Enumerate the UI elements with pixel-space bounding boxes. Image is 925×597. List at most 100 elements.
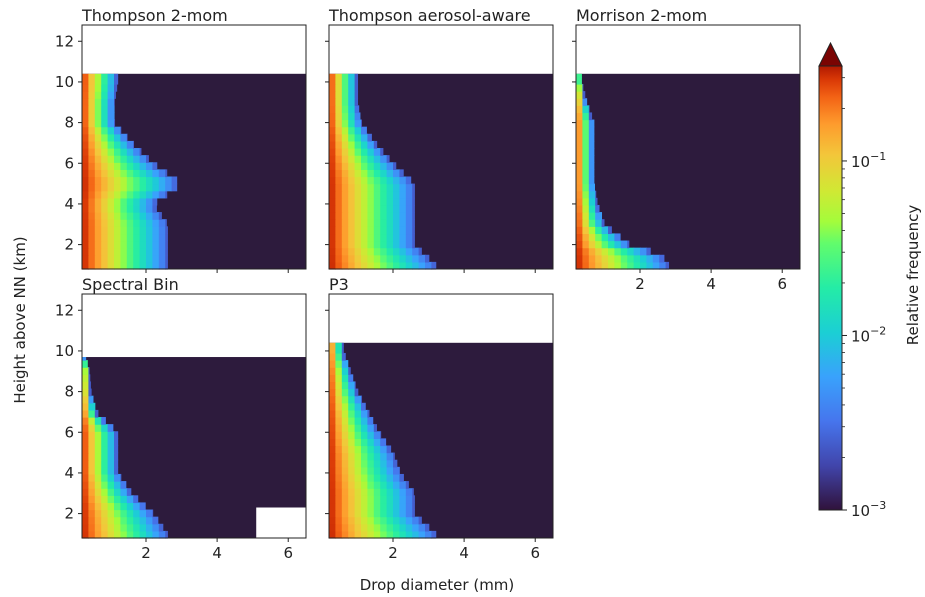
heat-cell: [335, 204, 343, 213]
heat-cell: [82, 381, 89, 390]
heat-cell: [399, 226, 407, 235]
heat-cell: [94, 530, 102, 539]
heat-cell: [88, 516, 96, 525]
heat-cell: [595, 204, 600, 213]
heat-cell: [405, 212, 413, 220]
heat-cell: [399, 212, 407, 220]
heat-cell: [633, 247, 641, 256]
heat-cell: [82, 254, 89, 263]
heat-cell: [165, 530, 168, 539]
panel-title: P3: [329, 275, 349, 294]
heat-cell: [107, 112, 115, 121]
heat-cell: [595, 219, 603, 227]
heat-cell: [146, 226, 153, 235]
heat-cell: [101, 523, 109, 532]
heat-cell: [329, 204, 336, 213]
heat-cell: [367, 176, 375, 185]
heat-cell: [386, 445, 392, 454]
heat-cell: [380, 240, 388, 249]
heat-cell: [399, 190, 407, 199]
heat-cell: [146, 523, 153, 532]
heat-cell: [354, 105, 360, 114]
heat-cell: [373, 247, 381, 256]
heat-cell: [412, 523, 420, 532]
heat-cell: [412, 509, 415, 518]
heat-cell: [139, 148, 142, 156]
heat-cell: [101, 105, 109, 114]
heat-cell: [335, 133, 343, 142]
heat-cell: [341, 509, 349, 518]
heat-cell: [380, 212, 388, 220]
heat-cell: [341, 459, 349, 468]
heat-cell: [595, 212, 603, 220]
heat-cell: [399, 254, 407, 263]
heat-cell: [386, 502, 394, 511]
heat-cell: [126, 133, 128, 142]
heat-cell: [94, 133, 102, 142]
heat-cell: [412, 516, 420, 525]
heat-cell: [341, 424, 349, 432]
heat-cell: [94, 438, 102, 447]
heat-cell: [380, 254, 388, 263]
heat-cell: [82, 466, 89, 475]
heat-cell: [386, 254, 394, 263]
heat-cell: [405, 233, 413, 242]
heat-cell: [329, 76, 336, 85]
heat-cell: [341, 261, 349, 270]
heat-cell: [82, 212, 89, 220]
heat-cell: [380, 148, 384, 156]
heat-cell: [107, 473, 115, 482]
heat-cell: [361, 409, 368, 418]
heat-cell: [348, 133, 356, 142]
heat-cell: [354, 219, 362, 227]
heat-cell: [348, 126, 356, 135]
heat-cell: [158, 240, 166, 249]
heat-cell: [94, 105, 102, 114]
heat-cell: [94, 83, 102, 92]
heat-cell: [595, 261, 603, 270]
heat-cell: [341, 452, 349, 461]
heat-cell: [361, 204, 368, 213]
heat-cell: [652, 254, 660, 263]
heat-cell: [399, 204, 407, 213]
heat-cell: [82, 140, 89, 149]
heat-cell: [88, 481, 96, 489]
heat-cell: [393, 459, 398, 468]
heat-cell: [393, 488, 400, 496]
heat-cell: [354, 112, 361, 121]
heat-cell: [373, 212, 381, 220]
heat-cell: [386, 523, 394, 532]
heat-cell: [341, 212, 349, 220]
heat-cell: [101, 438, 109, 447]
heat-cell: [348, 502, 356, 511]
heat-cell: [386, 473, 394, 482]
heat-cell: [405, 190, 413, 199]
colorbar: 10−1 10−2 10−3 Relative frequency: [818, 41, 922, 520]
heat-cell: [354, 73, 359, 78]
heat-cell: [82, 360, 88, 368]
heat-cell: [341, 409, 349, 418]
heat-cell: [120, 481, 127, 489]
heat-cell: [114, 83, 118, 92]
heat-cell: [576, 73, 582, 78]
heat-cell: [354, 452, 362, 461]
heat-cell: [114, 254, 121, 263]
heat-cell: [335, 367, 343, 375]
heat-cell: [341, 388, 349, 397]
heat-cell: [412, 495, 415, 504]
heat-cell: [373, 459, 381, 468]
heat-cell: [348, 119, 356, 128]
heat-cell: [335, 169, 343, 178]
heat-cell: [88, 445, 96, 454]
heat-cell: [158, 261, 166, 270]
heat-cell: [582, 105, 590, 114]
heat-cell: [405, 516, 413, 525]
heat-cell: [640, 254, 647, 263]
heat-cell: [335, 452, 343, 461]
heat-cell: [399, 473, 404, 482]
heat-cell: [595, 240, 603, 249]
heat-cell: [165, 261, 168, 270]
heat-cell: [335, 83, 343, 92]
heat-cell: [146, 509, 153, 518]
colorbar-ticks: 10−1 10−2 10−3: [842, 77, 886, 520]
